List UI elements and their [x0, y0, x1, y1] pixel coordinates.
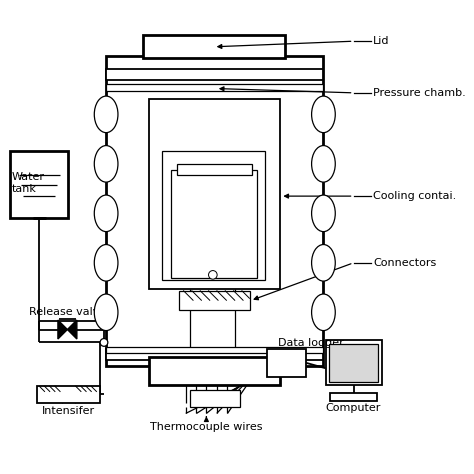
Circle shape [209, 271, 217, 279]
Bar [37, 386, 100, 403]
Bar [177, 164, 253, 174]
Bar [149, 357, 281, 385]
Text: Lid: Lid [373, 36, 390, 46]
Bar [10, 151, 68, 218]
Ellipse shape [311, 146, 335, 182]
Text: Computer: Computer [326, 403, 381, 413]
Ellipse shape [311, 96, 335, 133]
Ellipse shape [94, 195, 118, 232]
Bar [267, 349, 306, 377]
Bar [106, 349, 323, 360]
Ellipse shape [311, 195, 335, 232]
Text: Release valve: Release valve [29, 307, 106, 317]
Bar [106, 69, 323, 80]
Polygon shape [67, 320, 77, 339]
Circle shape [100, 338, 108, 346]
Bar [162, 151, 265, 280]
Bar [106, 84, 323, 91]
Ellipse shape [94, 146, 118, 182]
Bar [149, 99, 281, 289]
Bar [326, 340, 382, 385]
Bar [179, 291, 250, 310]
Ellipse shape [94, 294, 118, 330]
Bar [171, 170, 257, 278]
Text: Pressure chamb.: Pressure chamb. [373, 88, 465, 98]
Text: Cooling contai.: Cooling contai. [373, 191, 456, 201]
Ellipse shape [311, 245, 335, 281]
Text: Data logger: Data logger [278, 337, 344, 347]
Bar [329, 344, 378, 382]
Ellipse shape [94, 96, 118, 133]
Bar [106, 56, 323, 366]
Bar [190, 390, 239, 407]
Text: Intensifer: Intensifer [42, 406, 95, 416]
Polygon shape [58, 320, 67, 339]
Bar [106, 347, 323, 353]
Bar [330, 393, 377, 401]
Ellipse shape [311, 294, 335, 330]
Ellipse shape [94, 245, 118, 281]
Bar [143, 35, 285, 58]
Text: Connectors: Connectors [373, 258, 436, 268]
Text: Water
tank: Water tank [11, 172, 45, 194]
Text: Thermocouple wires: Thermocouple wires [150, 422, 263, 432]
